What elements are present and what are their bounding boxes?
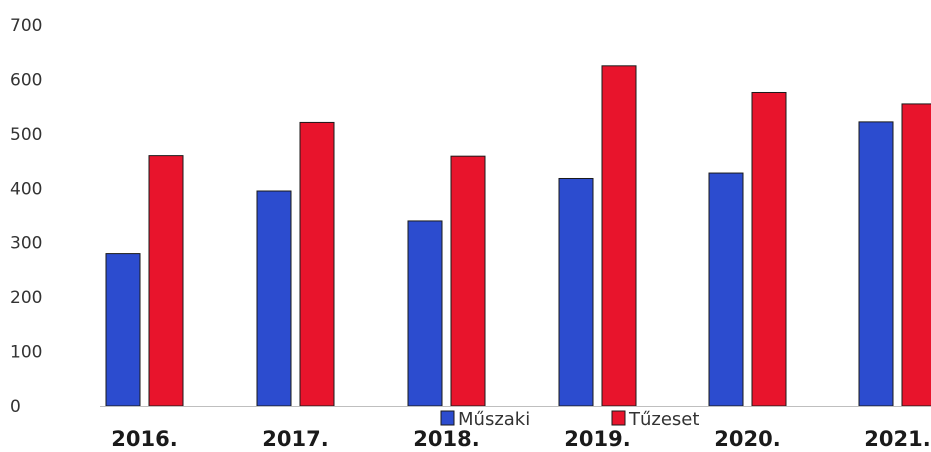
y-tick-label: 300 xyxy=(10,234,42,254)
bar-tuzeset-1 xyxy=(299,121,335,407)
legend-label: Műszaki xyxy=(458,409,530,430)
x-tick-label: 2019. xyxy=(564,427,630,451)
legend: Műszaki Tűzeset xyxy=(440,409,699,430)
bar-muszaki-1 xyxy=(256,190,292,407)
y-tick-label: 200 xyxy=(10,288,42,308)
y-tick-label: 700 xyxy=(10,16,42,36)
bar-muszaki-5 xyxy=(858,121,894,407)
x-axis: 2016. 2017. 2018. 2019. 2020. 2021. xyxy=(111,427,930,451)
y-tick-label: 0 xyxy=(10,397,21,417)
bar-muszaki-3 xyxy=(558,177,594,407)
y-tick-label: 600 xyxy=(10,70,42,90)
y-axis: 0 100 200 300 400 500 600 700 xyxy=(10,16,42,417)
bar-tuzeset-0 xyxy=(148,155,184,407)
y-tick-label: 100 xyxy=(10,343,42,363)
bar-muszaki-2 xyxy=(407,220,443,407)
x-tick-label: 2016. xyxy=(111,427,177,451)
x-tick-label: 2021. xyxy=(864,427,930,451)
x-tick-label: 2017. xyxy=(262,427,328,451)
bar-muszaki-4 xyxy=(708,172,744,407)
bar-tuzeset-5 xyxy=(901,103,931,407)
x-tick-label: 2018. xyxy=(413,427,479,451)
bar-tuzeset-2 xyxy=(450,155,486,407)
legend-swatch-tuzeset xyxy=(611,410,626,426)
y-tick-label: 500 xyxy=(10,125,42,145)
y-tick-label: 400 xyxy=(10,179,42,199)
bar-tuzeset-3 xyxy=(601,65,637,407)
bars xyxy=(105,65,931,407)
legend-label: Tűzeset xyxy=(628,409,699,430)
x-tick-label: 2020. xyxy=(714,427,780,451)
legend-swatch-muszaki xyxy=(440,410,455,426)
bar-tuzeset-4 xyxy=(751,91,787,407)
bar-muszaki-0 xyxy=(105,253,141,407)
